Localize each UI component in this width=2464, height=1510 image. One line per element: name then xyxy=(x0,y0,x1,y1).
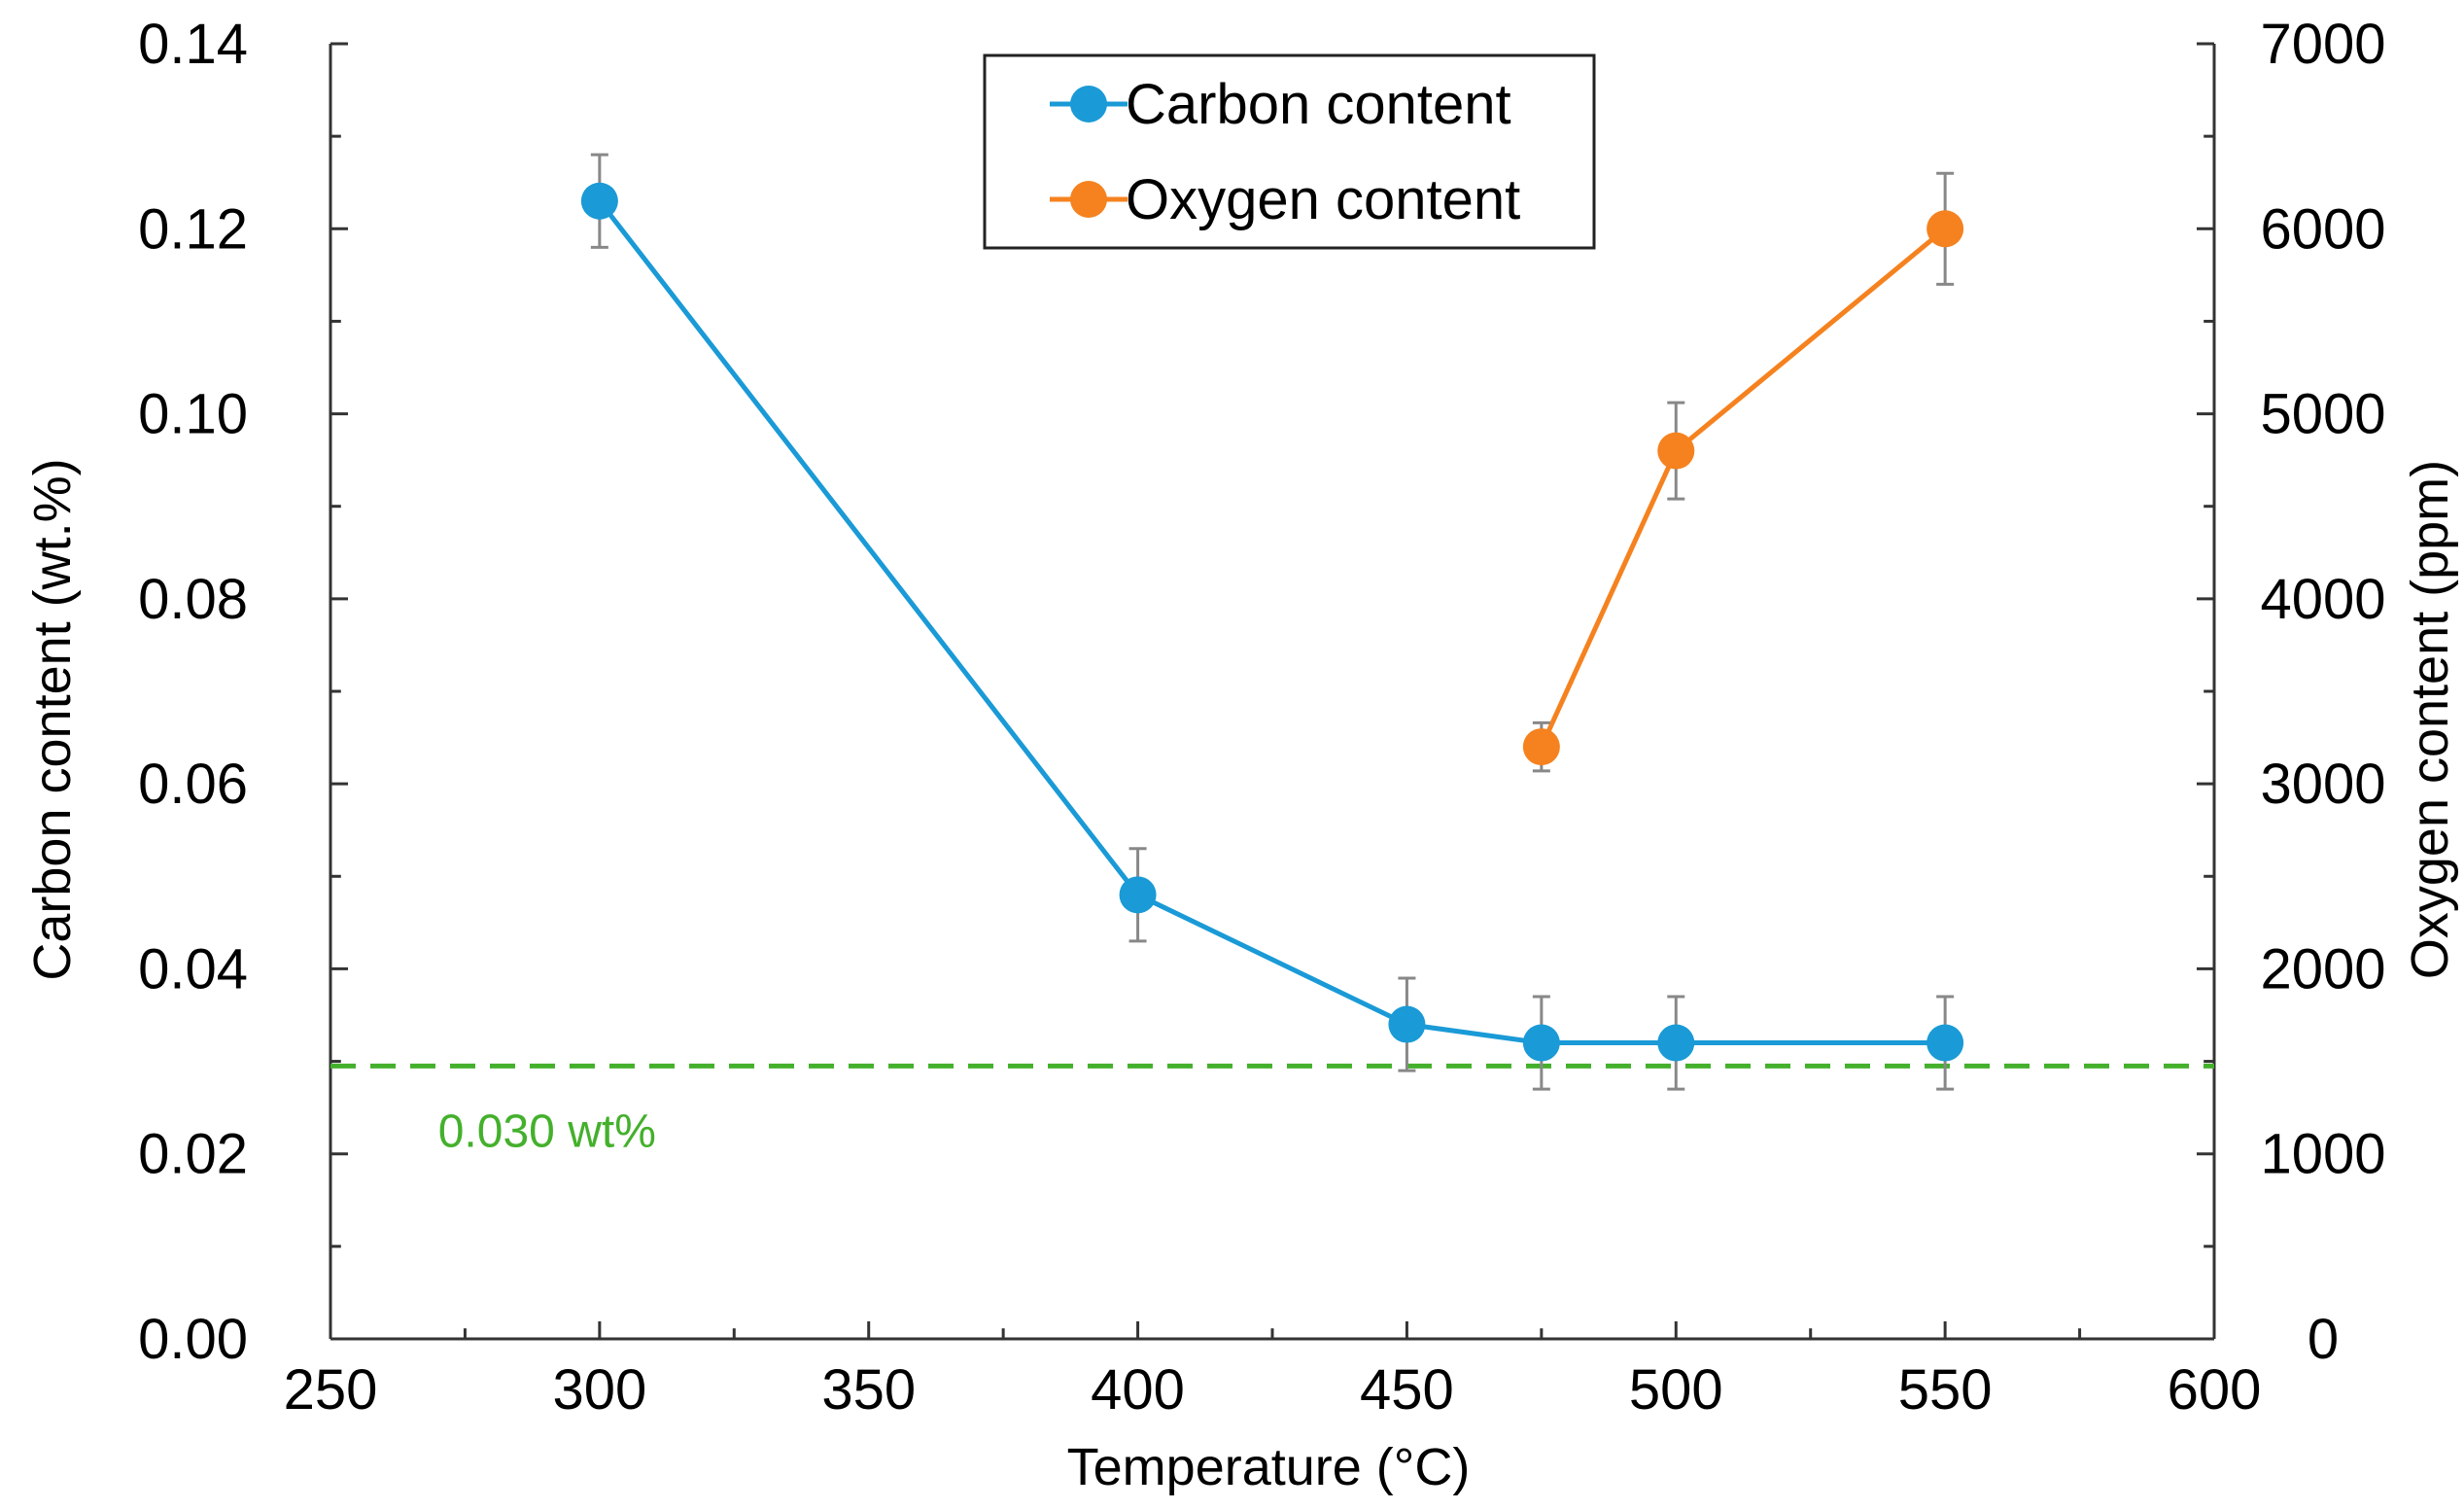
y2-axis-title: Oxygen content (ppm) xyxy=(2401,460,2459,979)
y-axis-title: Carbon content (wt.%) xyxy=(23,458,82,980)
series-oxygen-content xyxy=(1522,171,1964,773)
y2-tick-label: 5000 xyxy=(2260,383,2385,446)
x-tick-label: 400 xyxy=(1091,1358,1185,1422)
y-tick-label: 0.14 xyxy=(138,13,248,76)
series xyxy=(580,153,1964,1091)
data-point-oxygen-content xyxy=(1926,210,1964,248)
legend: Carbon content Oxygen content xyxy=(983,53,1596,250)
x-tick-label: 600 xyxy=(2168,1358,2262,1422)
data-point-carbon-content xyxy=(580,182,618,220)
data-point-oxygen-content xyxy=(1522,728,1560,766)
y2-tick-label: 4000 xyxy=(2260,568,2385,631)
x-tick-label: 500 xyxy=(1629,1358,1723,1422)
x-axis-title: Temperature (°C) xyxy=(1067,1438,1471,1496)
y2-tick-label: 3000 xyxy=(2260,753,2385,816)
y-tick-label: 0.08 xyxy=(138,568,248,631)
ticks: 250 300 350 400 450 500 550 600 0.00 0.02 0.04 0.06… xyxy=(138,13,2385,1422)
y-tick-label: 0.10 xyxy=(138,383,248,446)
legend-label-oxygen: Oxygen content xyxy=(1126,168,1520,231)
y2-tick-label: 1000 xyxy=(2260,1123,2385,1186)
x-tick-label: 300 xyxy=(552,1358,646,1422)
y-tick-label: 0.12 xyxy=(138,197,248,261)
reference-line-label: 0.030 wt% xyxy=(438,1106,656,1157)
data-point-carbon-content xyxy=(1388,1005,1426,1043)
series-carbon-content xyxy=(580,153,1964,1091)
data-point-carbon-content xyxy=(1119,876,1157,914)
legend-marker-carbon xyxy=(1070,86,1107,123)
axis-titles: Temperature (°C) Carbon content (wt.%) O… xyxy=(23,458,2459,1496)
y2-tick-label: 0 xyxy=(2308,1308,2339,1371)
data-point-carbon-content xyxy=(1657,1024,1695,1062)
y-tick-label: 0.02 xyxy=(138,1123,248,1186)
x-tick-label: 550 xyxy=(1898,1358,1993,1422)
y2-tick-label: 2000 xyxy=(2260,937,2385,1001)
y2-tick-label: 7000 xyxy=(2260,13,2385,76)
x-tick-label: 250 xyxy=(284,1358,378,1422)
y-tick-label: 0.04 xyxy=(138,937,248,1001)
y-tick-label: 0.00 xyxy=(138,1308,248,1371)
y-tick-label: 0.06 xyxy=(138,753,248,816)
reference-lines: 0.030 wt% xyxy=(330,1063,2214,1157)
legend-item-oxygen: Oxygen content xyxy=(1050,168,1520,231)
data-point-oxygen-content xyxy=(1657,432,1695,470)
series-line-oxygen-content xyxy=(1539,227,1947,749)
series-line-carbon-content xyxy=(597,199,1946,1046)
data-point-carbon-content xyxy=(1522,1024,1560,1062)
legend-marker-oxygen xyxy=(1070,181,1107,218)
x-tick-label: 450 xyxy=(1360,1358,1454,1422)
legend-item-carbon: Carbon content xyxy=(1050,73,1511,136)
data-point-carbon-content xyxy=(1926,1024,1964,1062)
x-tick-label: 350 xyxy=(821,1358,916,1422)
legend-label-carbon: Carbon content xyxy=(1126,73,1511,136)
y2-tick-label: 6000 xyxy=(2260,197,2385,261)
